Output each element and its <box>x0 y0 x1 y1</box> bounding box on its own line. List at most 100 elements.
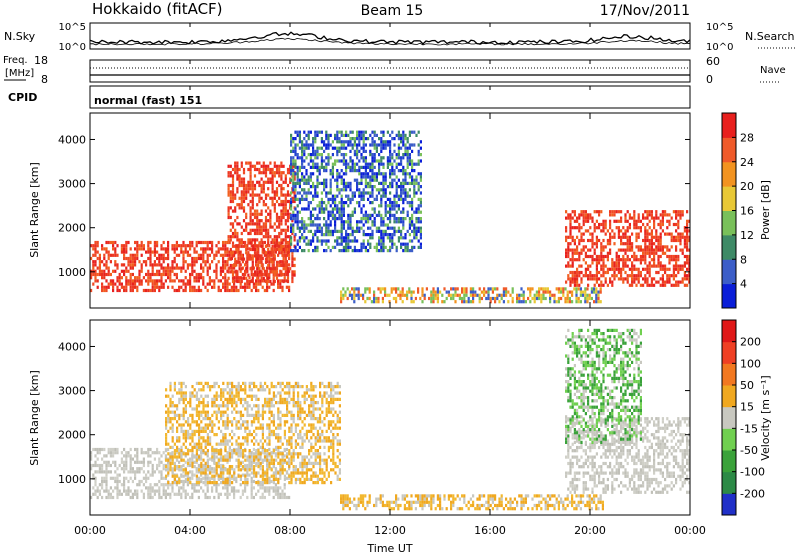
heatmap-cell <box>156 244 159 248</box>
heatmap-cell <box>463 293 466 297</box>
heatmap-cell <box>149 276 152 280</box>
heatmap-cell <box>604 245 607 249</box>
heatmap-cell <box>114 253 117 257</box>
heatmap-cell <box>587 219 590 223</box>
heatmap-cell <box>186 266 189 270</box>
heatmap-cell <box>655 235 658 239</box>
heatmap-cell <box>280 251 283 255</box>
heatmap-cell <box>118 479 121 484</box>
heatmap-cell <box>90 451 93 455</box>
heatmap-cell <box>615 219 618 223</box>
heatmap-cell <box>340 188 343 192</box>
heatmap-cell <box>94 253 97 257</box>
heatmap-cell <box>227 209 230 213</box>
heatmap-cell <box>162 260 165 264</box>
heatmap-cell <box>149 489 152 493</box>
heatmap-cell <box>224 282 227 286</box>
heatmap-cell <box>238 183 241 188</box>
heatmap-cell <box>256 238 259 242</box>
heatmap-cell <box>590 290 593 294</box>
heatmap-cell <box>309 185 312 189</box>
heatmap-cell <box>167 420 170 424</box>
heatmap-cell <box>417 197 420 201</box>
heatmap-cell <box>406 194 409 198</box>
heatmap-cell <box>231 244 235 248</box>
heatmap-cell <box>443 287 446 291</box>
heatmap-cell <box>288 256 291 261</box>
heatmap-cell <box>273 244 276 248</box>
heatmap-cell <box>661 264 664 268</box>
heatmap-cell <box>283 492 286 496</box>
heatmap-cell <box>262 187 265 191</box>
heatmap-cell <box>402 242 405 246</box>
heatmap-cell <box>200 263 203 267</box>
heatmap-cell <box>314 137 317 141</box>
heatmap-cell <box>256 225 259 229</box>
heatmap-cell <box>269 222 272 226</box>
heatmap-cell <box>209 436 212 440</box>
heatmap-cell <box>206 410 209 414</box>
heatmap-cell <box>256 180 259 184</box>
heatmap-cell <box>202 385 205 389</box>
heatmap-cell <box>602 267 605 271</box>
heatmap-cell <box>342 296 345 301</box>
heatmap-cell <box>631 277 634 281</box>
heatmap-cell <box>579 290 582 294</box>
heatmap-cell <box>171 417 174 421</box>
heatmap-cell <box>241 489 244 493</box>
heatmap-cell <box>569 219 572 223</box>
heatmap-cell <box>336 133 339 137</box>
heatmap-cell <box>496 296 499 301</box>
heatmap-cell <box>231 196 235 200</box>
heatmap-cell <box>544 290 547 294</box>
heatmap-cell <box>112 288 115 293</box>
heatmap-cell <box>103 276 106 280</box>
heatmap-cell <box>162 272 165 277</box>
heatmap-cell <box>178 439 181 443</box>
heatmap-cell <box>507 290 510 294</box>
heatmap-cell <box>98 269 101 273</box>
heatmap-cell <box>169 385 172 389</box>
heatmap-cell <box>114 240 117 245</box>
heatmap-cell <box>362 130 365 134</box>
heatmap-cell <box>286 228 290 232</box>
heatmap-cell <box>282 257 285 261</box>
heatmap-cell <box>296 175 299 179</box>
heatmap-cell <box>591 238 594 243</box>
heatmap-cell <box>611 283 614 287</box>
heatmap-cell <box>237 454 240 458</box>
heatmap-cell <box>158 463 161 468</box>
heatmap-cell <box>234 171 237 175</box>
heatmap-cell <box>260 257 263 261</box>
heatmap-cell <box>369 169 372 173</box>
heatmap-cell <box>356 178 359 182</box>
heatmap-cell <box>358 137 361 141</box>
heatmap-cell <box>653 222 656 227</box>
heatmap-cell <box>425 287 428 291</box>
heatmap-cell <box>402 172 405 176</box>
heatmap-cell <box>600 280 603 284</box>
heatmap-cell <box>681 235 684 239</box>
heatmap-cell <box>400 162 403 166</box>
heatmap-cell <box>589 238 592 243</box>
heatmap-cell <box>180 458 183 462</box>
heatmap-cell <box>413 191 416 195</box>
heatmap-cell <box>395 290 398 294</box>
heatmap-cell <box>303 175 306 179</box>
heatmap-cell <box>622 267 625 271</box>
heatmap-cell <box>273 228 276 232</box>
heatmap-cell <box>204 461 207 465</box>
heatmap-cell <box>204 250 207 254</box>
heatmap-cell <box>351 287 354 291</box>
heatmap-cell <box>187 436 190 440</box>
heatmap-cell <box>138 470 141 474</box>
heatmap-cell <box>345 140 348 144</box>
heatmap-cell <box>236 222 239 226</box>
heatmap-cell <box>239 454 242 458</box>
heatmap-cell <box>650 232 653 236</box>
heatmap-cell <box>249 212 252 216</box>
heatmap-cell <box>200 429 203 433</box>
heatmap-cell <box>666 254 669 259</box>
heatmap-cell <box>593 251 596 255</box>
heatmap-cell <box>591 254 594 259</box>
